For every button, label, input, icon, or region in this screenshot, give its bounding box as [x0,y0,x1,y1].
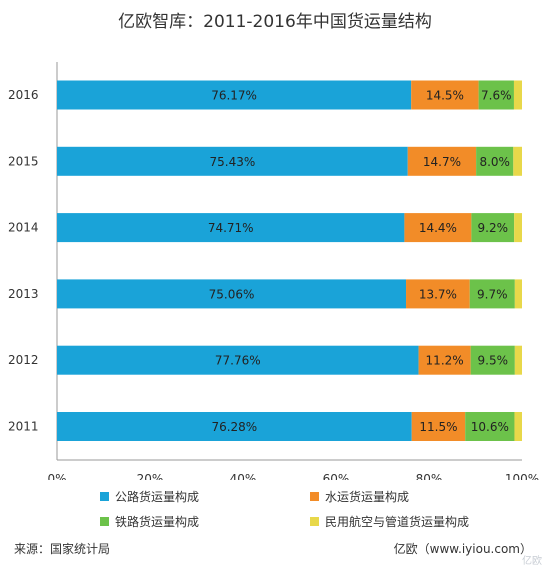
data-label: 74.71% [208,221,254,235]
x-tick-label: 60% [323,472,350,480]
bar-segment [476,146,514,176]
legend-label-water: 水运货运量构成 [325,490,410,504]
data-label: 7.6% [481,89,512,103]
data-label: 13.7% [419,287,457,301]
bar-segment [470,345,515,375]
watermark: 亿欧 [522,556,542,567]
legend-item-rail: 铁路货运量构成 [100,513,310,530]
brand-note: 亿欧（www.iyiou.com） [393,542,532,556]
bar-segment [514,412,522,441]
bar-segment [478,80,514,110]
data-label: 9.2% [478,221,509,235]
y-tick-label: 2011 [8,420,39,434]
y-tick-label: 2012 [8,353,39,367]
stacked-bar-chart: 亿欧智库：2011-2016年中国货运量结构 0% 20% 40% 60% 80% 100%… [8,12,539,480]
y-tick-label: 2015 [8,154,39,168]
bar-segment [57,345,419,375]
bar-segment [471,213,515,243]
bar-segment [57,146,408,176]
legend-swatch-air-pipeline [310,517,319,526]
legend-item-water: 水运货运量构成 [310,488,520,505]
data-label: 10.6% [471,420,509,434]
data-label: 77.76% [215,354,261,368]
y-tick-label: 2014 [8,221,39,235]
bar-segment [411,412,466,441]
bar-segment [513,80,522,110]
x-tick-label: 80% [416,472,443,480]
bar-segment [57,80,412,110]
data-label: 9.7% [477,287,508,301]
bar-segment [57,412,412,441]
legend-item-air-pipeline: 民用航空与管道货运量构成 [310,513,520,530]
legend-label-highway: 公路货运量构成 [115,490,200,504]
data-label: 9.5% [478,354,509,368]
bar-segment [514,213,522,243]
legend-label-rail: 铁路货运量构成 [115,515,200,529]
bar-segment [57,213,405,243]
data-label: 75.06% [209,287,255,301]
bar-segment [469,279,515,309]
x-tick-label: 20% [137,472,164,480]
bar-segment [465,412,515,441]
x-tick-label: 0% [47,472,66,480]
bar-segment [418,345,471,375]
data-label: 14.5% [426,89,464,103]
source-note: 来源：国家统计局 [14,542,111,556]
legend-swatch-water [310,492,319,501]
data-label: 8.0% [479,155,510,169]
bar-segment [514,279,522,309]
legend-label-air-pipeline: 民用航空与管道货运量构成 [325,515,470,529]
y-tick-label: 2016 [8,88,39,102]
bar-segment [406,279,470,309]
legend: 公路货运量构成 水运货运量构成 铁路货运量构成 民用航空与管道货运量构成 [100,488,520,530]
legend-swatch-rail [100,517,109,526]
data-label: 14.7% [423,155,461,169]
data-label: 11.2% [426,354,464,368]
x-tick-label: 100% [505,472,539,480]
y-tick-label: 2013 [8,287,39,301]
data-label: 75.43% [209,155,255,169]
x-tick-label: 40% [230,472,257,480]
legend-item-highway: 公路货运量构成 [100,488,310,505]
data-label: 11.5% [419,420,457,434]
legend-swatch-highway [100,492,109,501]
bar-segment [411,80,479,110]
bar-segment [57,279,407,309]
data-label: 76.28% [211,420,257,434]
bar-segment [407,146,477,176]
data-label: 76.17% [211,89,257,103]
bar-segment [514,345,522,375]
data-label: 14.4% [419,221,457,235]
bar-segment [513,146,522,176]
bar-segment [404,213,472,243]
chart-title: 亿欧智库：2011-2016年中国货运量结构 [118,12,432,32]
